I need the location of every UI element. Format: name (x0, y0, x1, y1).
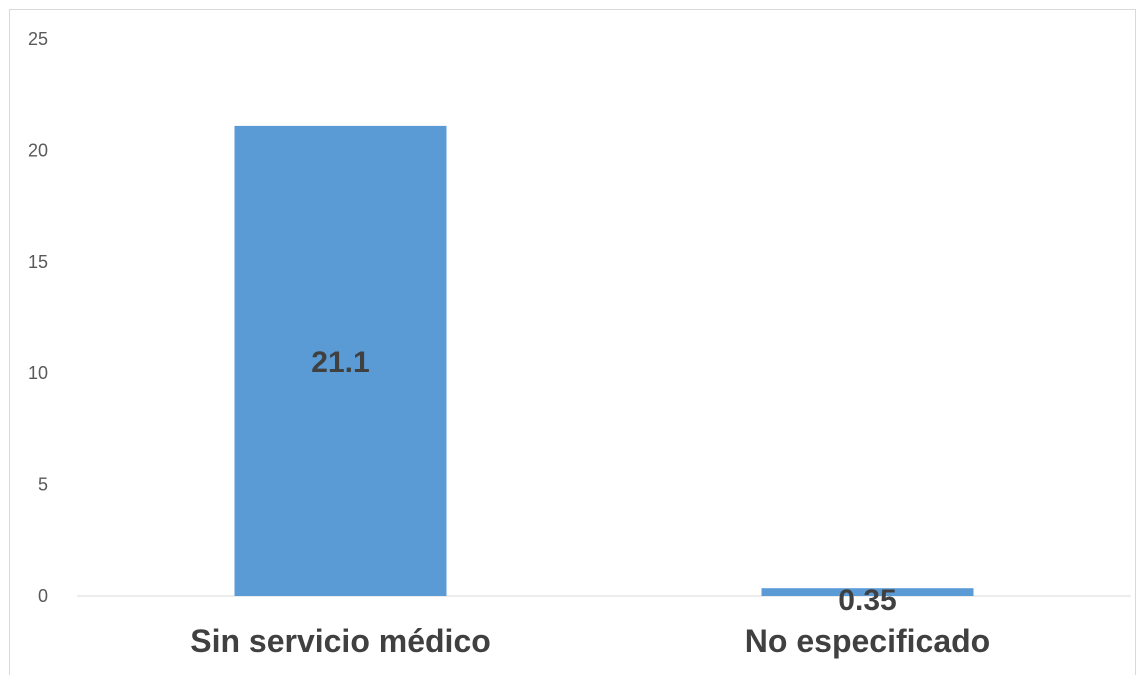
y-tick-label: 0 (38, 586, 48, 606)
data-labels: 21.1 0.35 (311, 346, 896, 617)
y-tick-label: 5 (38, 475, 48, 495)
category-labels: Sin servicio médico No especificado (190, 623, 990, 659)
y-tick-label: 20 (28, 140, 48, 160)
y-tick-label: 15 (28, 252, 48, 272)
x-category-label: No especificado (745, 623, 990, 659)
bar-2 (761, 588, 974, 596)
y-tick-label: 10 (28, 363, 48, 383)
data-label: 0.35 (838, 584, 896, 617)
y-axis-ticks: 0 5 10 15 20 25 (28, 29, 48, 606)
bars (234, 125, 974, 596)
bar-1 (234, 125, 447, 596)
x-category-label: Sin servicio médico (190, 623, 491, 659)
y-tick-label: 25 (28, 29, 48, 49)
chart-frame (9, 9, 1136, 675)
data-label: 21.1 (311, 346, 369, 379)
